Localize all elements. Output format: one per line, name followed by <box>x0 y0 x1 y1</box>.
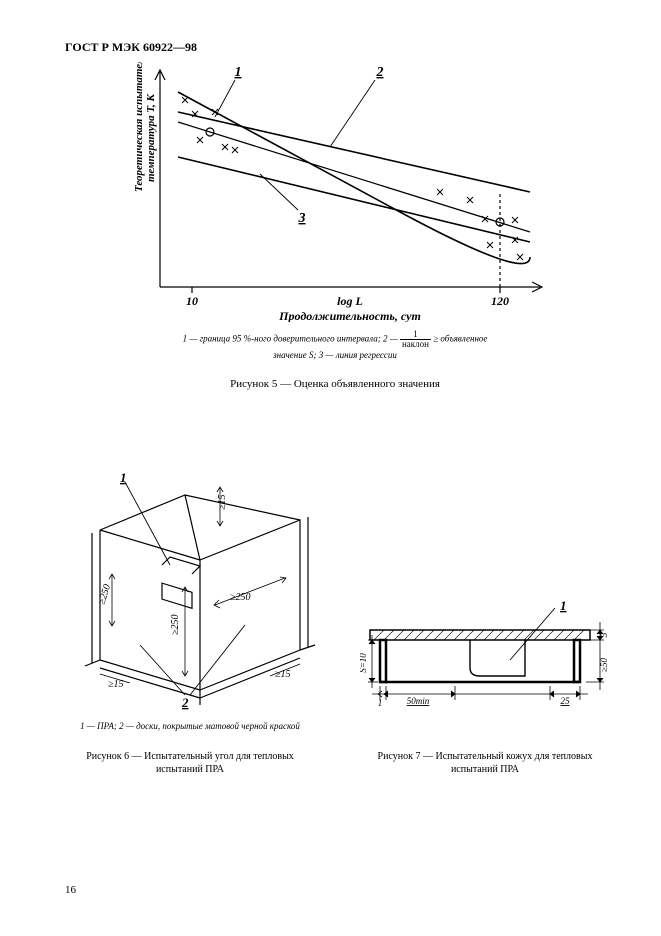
dim-1: 1 <box>378 698 383 708</box>
dim-50min: 50min <box>407 696 430 706</box>
dim-5: 5 <box>599 632 609 637</box>
dim-ge50: ≥50 <box>599 658 609 672</box>
dim-ge15-r: ≥15 <box>275 669 291 680</box>
fig7-diagram: 1 1 <box>360 600 610 720</box>
doc-header: ГОСТ Р МЭК 60922—98 <box>65 40 197 55</box>
series-s <box>178 92 530 264</box>
fig6-callout-2: 2 <box>181 695 189 710</box>
dim-ge15-l: ≥15 <box>108 679 124 690</box>
dim-25: 25 <box>561 696 571 706</box>
fig7-caption: Рисунок 7 — Испытательный кожух для тепл… <box>370 750 600 776</box>
fig7-callout-1: 1 <box>560 600 567 613</box>
legend-text: ≥ объявленное <box>433 334 487 344</box>
legend-text: 1 — граница 95 %-ного доверительного инт… <box>183 334 400 344</box>
frac-den: наклон <box>400 340 431 349</box>
series-lower <box>178 157 530 242</box>
callout-1: 1 <box>235 65 242 80</box>
callout-2: 2 <box>376 65 384 80</box>
fig5-ylabel-line1: Теоретическая испытательная <box>133 62 145 192</box>
dim-ge15: ≥15 <box>217 495 228 511</box>
dim-s5-10: S=10 <box>360 653 368 673</box>
legend-text: 1 — ПРА; 2 — доски, покрытые матовой чер… <box>80 721 300 731</box>
fig6-diagram: 1 2 ≥15 ≥250 ≥250 ≥250 ≥15 ≥15 <box>70 470 330 710</box>
xtick-logL: log L <box>337 294 363 308</box>
page: ГОСТ Р МЭК 60922—98 Теоретическая испыта… <box>0 0 661 936</box>
fig5-caption: Рисунок 5 — Оценка объявленного значения <box>100 378 570 390</box>
fig5-legend: 1 — граница 95 %-ного доверительного инт… <box>100 330 570 363</box>
fig6-callout-1: 1 <box>120 470 127 485</box>
dim-ge250c: ≥250 <box>170 615 181 636</box>
fig5-xlabel: Продолжительность, сут <box>278 309 421 322</box>
xtick-120: 120 <box>491 294 509 308</box>
fig5-chart: Теоретическая испытательная температура … <box>120 62 550 322</box>
series-regression <box>178 122 530 232</box>
legend-text: значение S; 3 — линия регрессии <box>273 350 397 360</box>
xtick-10: 10 <box>186 294 198 308</box>
series-upper <box>178 112 530 192</box>
callout-3: 3 <box>298 211 306 226</box>
callout-leaders <box>215 80 375 210</box>
fig6-legend: 1 — ПРА; 2 — доски, покрытые матовой чер… <box>70 720 310 733</box>
dim-ge250a: ≥250 <box>96 583 113 606</box>
fig6-caption: Рисунок 6 — Испытательный угол для тепло… <box>70 750 310 776</box>
fig5-ylabel-line2: температура T, К <box>145 93 157 182</box>
legend-fraction: 1 наклон <box>400 330 431 349</box>
dim-ge250b: ≥250 <box>230 592 251 603</box>
page-number: 16 <box>65 884 76 896</box>
